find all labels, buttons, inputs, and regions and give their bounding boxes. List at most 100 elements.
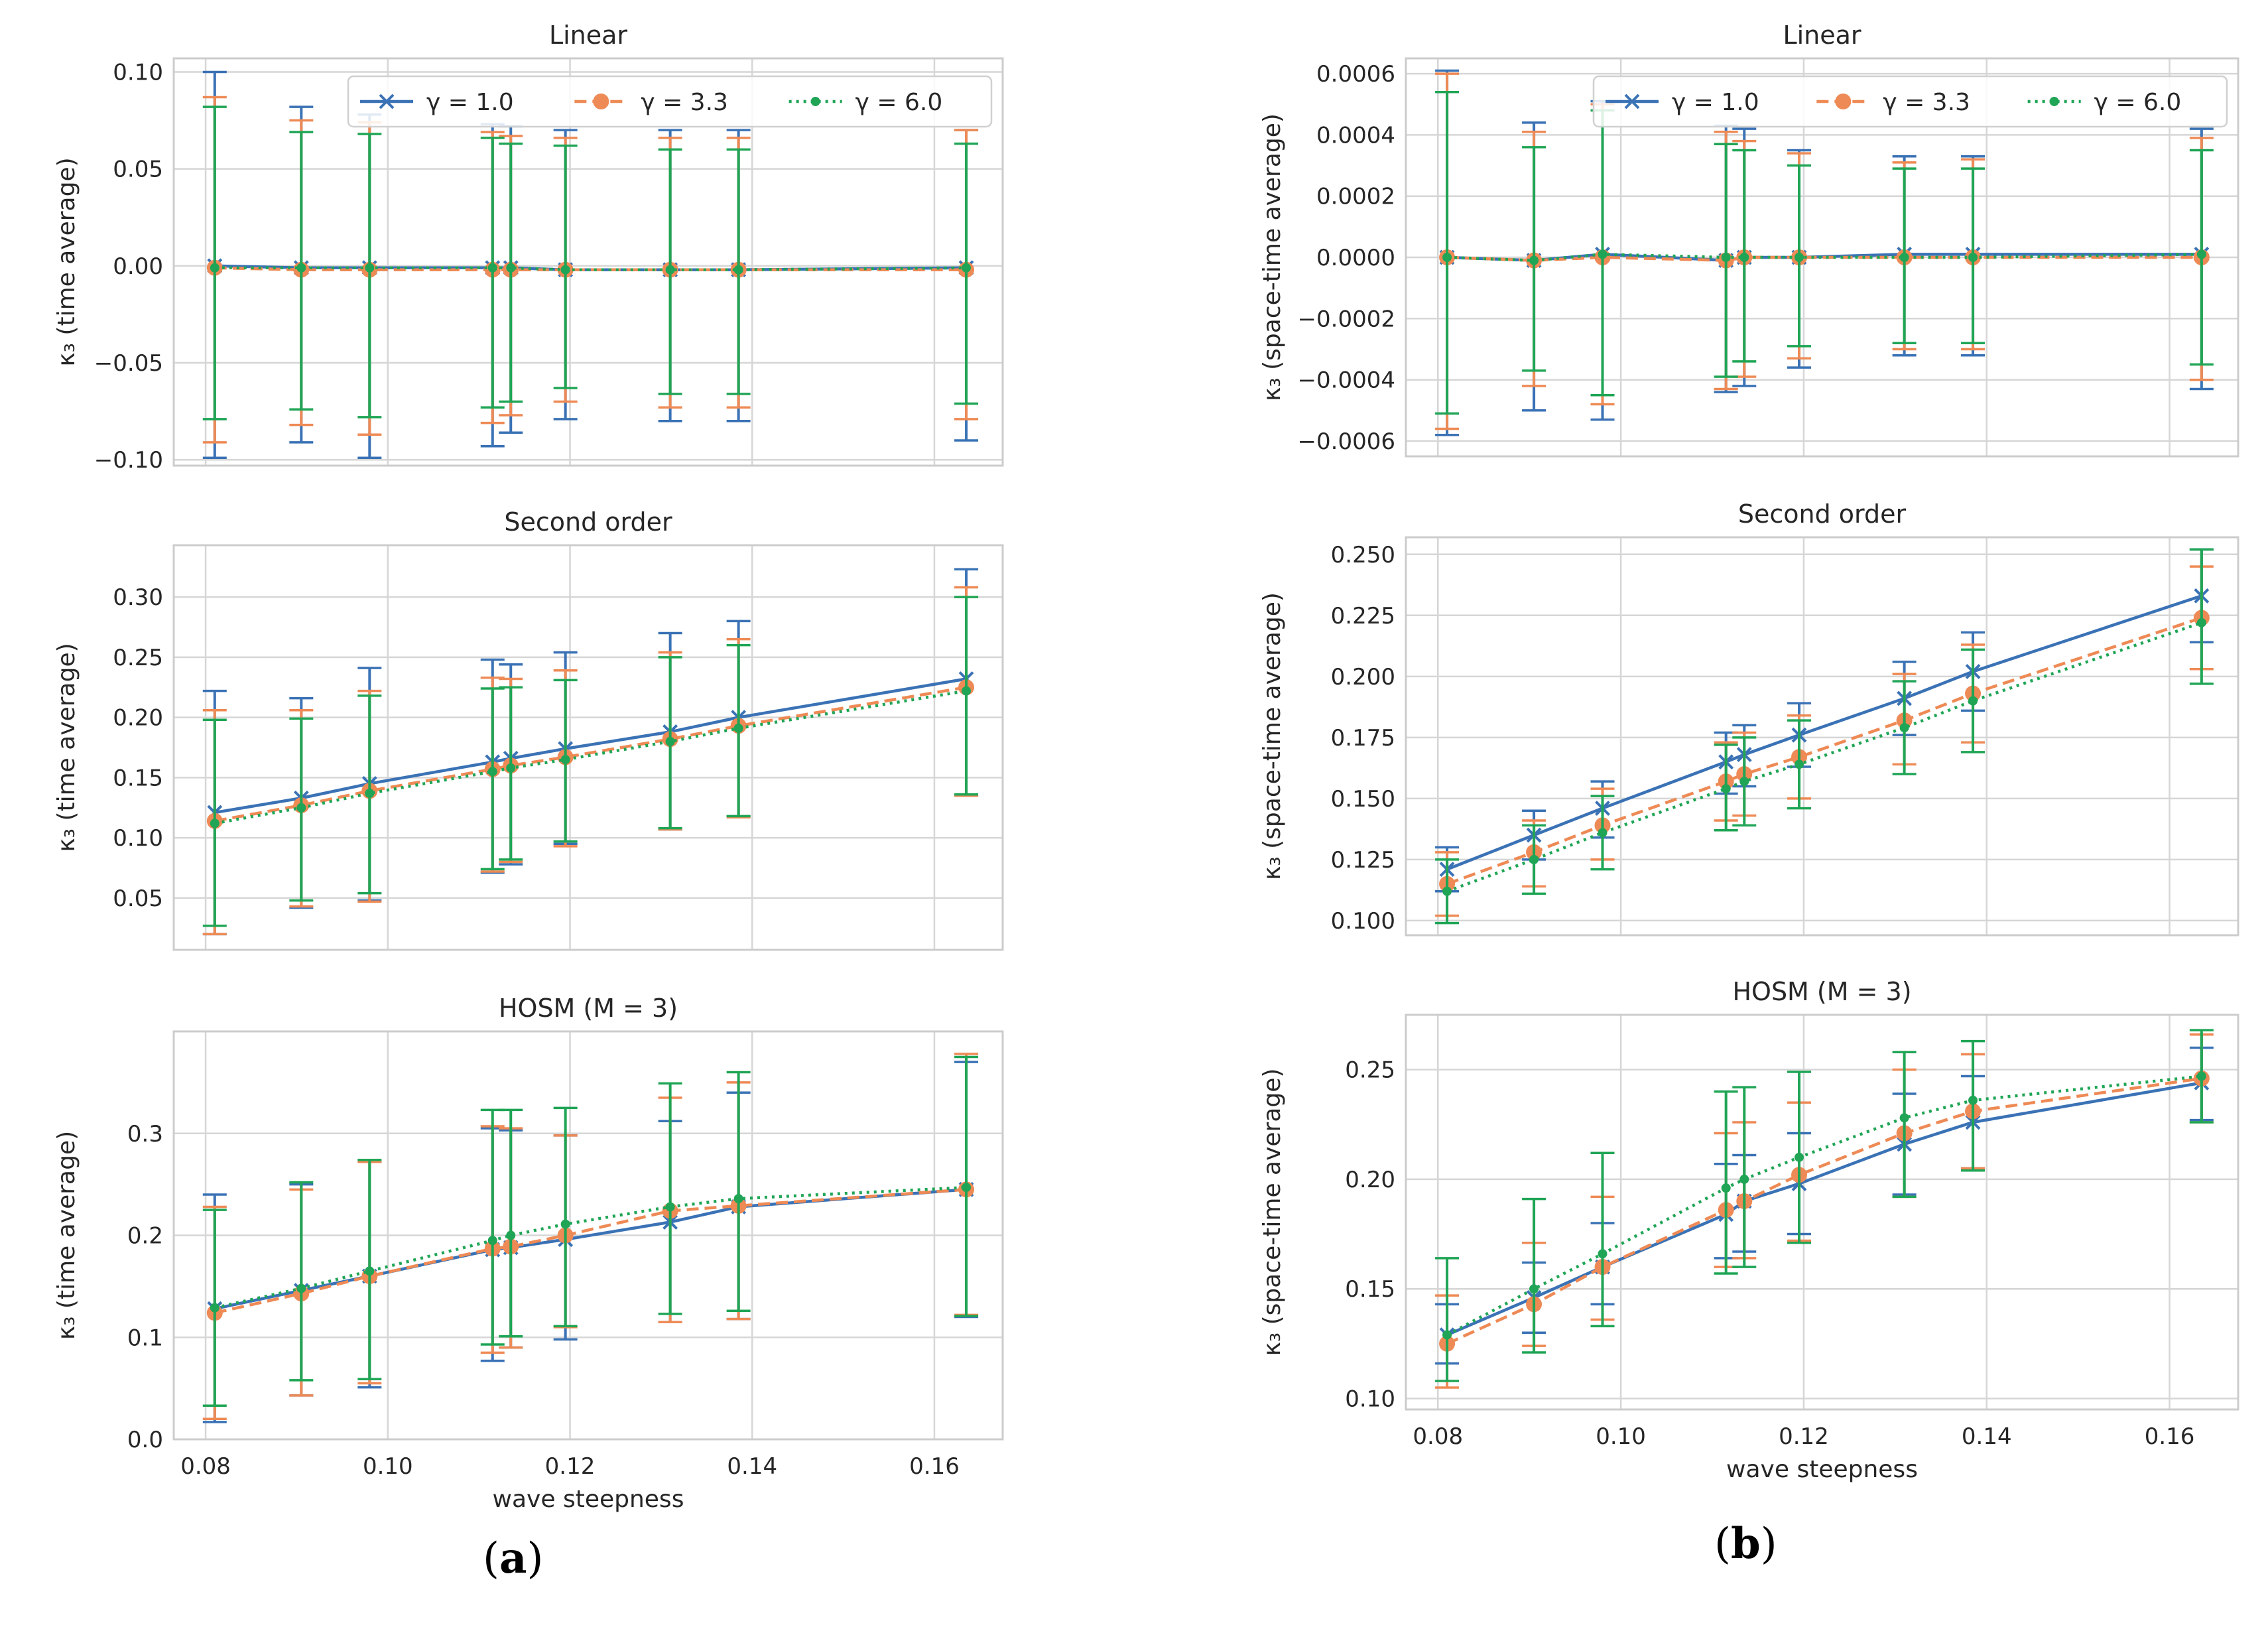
y-tick-label: 0.150 [1331,786,1395,813]
data-point [1529,854,1539,864]
plot-frame [172,1030,1004,1441]
panel-title: HOSM (M = 3) [1732,977,1911,1006]
legend-marker-b [1624,94,1640,109]
data-point [1795,1152,1804,1162]
chart-b-hosm: 0.10 0.15 0.20 0.25 0.08 0.10 0.12 0.14 0.16 wave… [1259,977,2239,1483]
legend-marker-b [379,94,395,109]
legend-marker [1624,94,1640,109]
y-tick-label: 0.100 [1331,908,1395,935]
series-1 [202,70,979,460]
plot-frame [172,57,1004,467]
series-line [214,686,967,822]
data-point [733,723,743,733]
series-1 [1435,1046,2214,1365]
series-line [214,689,967,825]
data-point [506,1230,516,1240]
data-point [733,265,743,275]
y-tick-label: 0.20 [1345,1167,1395,1193]
data-point [1899,253,1909,262]
data-point [1442,1330,1452,1340]
data-point [487,263,497,273]
x-tick-label: 0.08 [1413,1423,1463,1450]
x-tick-label: 0.10 [363,1453,413,1480]
series-line [1446,621,2202,893]
plot-frame [1405,536,2239,937]
y-tick-label: 0.20 [113,705,163,732]
y-tick-label: 0.200 [1331,664,1395,690]
panel-label-a: (a) [483,1534,544,1583]
data-point [962,263,972,273]
series-3 [1435,548,2214,925]
data-point [962,1183,972,1193]
data-point [1899,723,1909,733]
series-1 [1435,548,2214,893]
y-tick-label: 0.125 [1331,847,1395,874]
data-point [1795,253,1804,262]
x-tick-label: 0.08 [180,1453,231,1480]
y-tick-label: 0.05 [113,157,163,183]
series-line [1446,1075,2202,1337]
data-point [365,263,375,273]
x-tick-label: 0.12 [1779,1423,1829,1450]
data-point [1968,696,1978,706]
data-point [210,263,220,273]
series-line [214,1185,967,1309]
legend-marker [1835,94,1852,109]
legend-marker [593,94,609,109]
data-point [560,265,570,275]
y-tick-label: 0.225 [1331,603,1395,629]
data-point [1598,1249,1607,1259]
data-point [1598,249,1607,259]
series-line [214,1188,967,1311]
y-tick-label: 0.00 [113,253,163,280]
chart-a-linear: −0.10 −0.05 0.00 0.05 0.10 Linear κ₃ (time ave… [53,21,1004,474]
data-point [296,1283,306,1293]
y-tick-label: 0.25 [1345,1057,1395,1084]
data-point [560,1219,570,1229]
panel-title: HOSM (M = 3) [499,994,678,1023]
x-tick-label: 0.12 [545,1453,596,1480]
data-point [665,265,675,275]
y-tick-label: 0.250 [1331,542,1395,568]
panel-label-a-letter: a [499,1534,527,1583]
legend-label: γ = 3.3 [641,89,728,116]
x-tick-label: 0.14 [727,1453,777,1480]
legend-box [1592,75,2228,128]
panel-label-b: (b) [1714,1519,1777,1569]
series-3 [202,596,979,927]
data-point [506,763,516,773]
y-tick-label: 0.1 [127,1325,163,1351]
plot-frame [1405,57,2239,458]
legend-label: γ = 1.0 [426,89,514,116]
data-point [506,263,516,273]
panel-title: Linear [549,21,627,50]
y-tick-label: −0.0004 [1298,367,1395,394]
series-1 [202,1061,979,1423]
legend-box [347,75,993,128]
data-point [733,1194,743,1204]
y-axis-label: κ₃ (space-time average) [1259,592,1286,880]
panel-title: Second order [1738,499,1907,529]
data-point [2196,249,2206,259]
data-point [365,1266,375,1276]
legend-marker [379,94,395,109]
series-2 [202,586,979,936]
plot-frame [1405,1013,2239,1411]
panel-title: Second order [504,507,672,537]
data-point [296,263,306,273]
series-3 [202,1055,979,1407]
data-point [210,818,220,828]
y-tick-label: −0.10 [94,447,163,474]
data-point [1899,1113,1909,1123]
y-tick-label: 0.0002 [1316,184,1395,210]
data-point [1442,253,1452,262]
data-point [1968,253,1978,262]
x-axis-label: wave steepness [1726,1456,1918,1483]
data-point [1721,784,1731,794]
y-tick-label: 0.0000 [1316,245,1395,271]
legend-marker [810,97,820,106]
series-line [1446,616,2202,885]
legend-label: γ = 1.0 [1672,89,1759,116]
y-axis-label: κ₃ (time average) [53,643,80,852]
y-tick-label: 0.10 [113,59,163,86]
